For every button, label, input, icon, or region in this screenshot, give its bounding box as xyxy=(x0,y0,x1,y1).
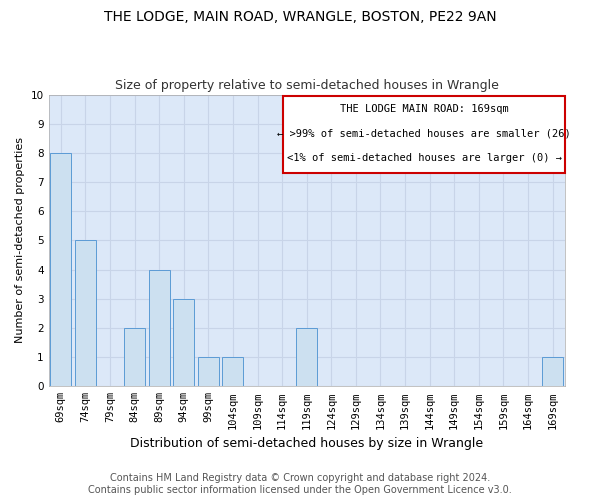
Bar xyxy=(50,153,71,386)
Title: Size of property relative to semi-detached houses in Wrangle: Size of property relative to semi-detach… xyxy=(115,79,499,92)
Bar xyxy=(124,328,145,386)
Text: THE LODGE MAIN ROAD: 169sqm: THE LODGE MAIN ROAD: 169sqm xyxy=(340,104,509,115)
Bar xyxy=(223,357,244,386)
FancyBboxPatch shape xyxy=(283,96,565,174)
Text: ← >99% of semi-detached houses are smaller (26): ← >99% of semi-detached houses are small… xyxy=(277,128,571,138)
Bar xyxy=(198,357,219,386)
Bar xyxy=(75,240,96,386)
Bar xyxy=(149,270,170,386)
Bar xyxy=(173,299,194,386)
X-axis label: Distribution of semi-detached houses by size in Wrangle: Distribution of semi-detached houses by … xyxy=(130,437,483,450)
Text: <1% of semi-detached houses are larger (0) →: <1% of semi-detached houses are larger (… xyxy=(287,153,562,163)
Bar xyxy=(542,357,563,386)
Text: Contains HM Land Registry data © Crown copyright and database right 2024.
Contai: Contains HM Land Registry data © Crown c… xyxy=(88,474,512,495)
Bar xyxy=(296,328,317,386)
Y-axis label: Number of semi-detached properties: Number of semi-detached properties xyxy=(15,138,25,344)
Text: THE LODGE, MAIN ROAD, WRANGLE, BOSTON, PE22 9AN: THE LODGE, MAIN ROAD, WRANGLE, BOSTON, P… xyxy=(104,10,496,24)
